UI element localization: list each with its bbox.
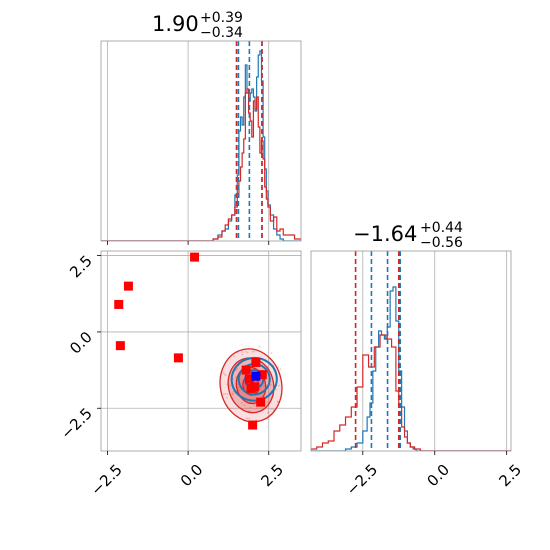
scatter-panel: −2.5 0.0 2.5 2.5 0.0 −2.5 [57, 250, 302, 499]
sample-point [251, 350, 254, 353]
panel-3-title-plus: +0.44 [420, 220, 463, 236]
panel-3-xtick-label-1: 0.0 [424, 461, 454, 491]
panel-2-xtick-label-1: 0.0 [177, 461, 207, 491]
sample-marker-4 [173, 353, 183, 363]
panel-3-title-value: −1.64 [353, 222, 417, 246]
sample-marker-2 [114, 299, 124, 309]
panel-3-xtick-label-2: 2.5 [495, 461, 525, 491]
panel-2-grid [101, 251, 301, 451]
panel-2-frame [100, 250, 302, 452]
sample-point [266, 401, 269, 404]
panel-2-ytick-label-0: 2.5 [66, 252, 96, 282]
sample-point [270, 352, 273, 355]
panel-2-xtick-label-0: −2.5 [87, 461, 125, 499]
panel-2-ytick-label-1: 0.0 [66, 328, 96, 358]
sample-point [245, 417, 248, 420]
sample-point [263, 385, 266, 388]
panel-2-ytick-label-2: −2.5 [57, 404, 95, 442]
sample-point [246, 351, 249, 354]
panel-1-title-value: 1.90 [152, 12, 199, 36]
sample-marker-6 [241, 365, 251, 375]
sample-point [249, 406, 252, 409]
panel-1-title: 1.90 +0.39 −0.34 [152, 10, 243, 41]
sample-point [222, 393, 225, 395]
sample-marker-5 [251, 357, 261, 367]
sample-point [279, 368, 282, 371]
sample-point [241, 353, 244, 356]
sample-marker-12 [248, 420, 258, 430]
sample-point [226, 393, 229, 396]
sample-point [225, 396, 228, 399]
true-value-marker [251, 371, 261, 381]
sample-point [223, 373, 226, 376]
panel-1-series-0 [101, 50, 301, 241]
sample-marker-3 [115, 341, 125, 351]
sample-point [231, 393, 234, 396]
sample-point [270, 408, 273, 410]
panel-1-title-plus: +0.39 [200, 10, 243, 26]
sample-point [240, 401, 243, 404]
sample-point [255, 407, 258, 410]
sample-point [278, 384, 280, 387]
sample-point [233, 355, 236, 358]
panel-3-frame [310, 250, 512, 452]
sample-marker-7 [257, 370, 267, 380]
panel-3-series-1 [311, 334, 511, 451]
histogram-panel-2: −2.5 0.0 2.5 [310, 250, 525, 499]
sample-point [253, 404, 256, 407]
sample-point [228, 384, 231, 387]
histogram-panel-1 [100, 40, 302, 245]
sample-marker-10 [249, 382, 259, 392]
panel-1-frame [100, 40, 302, 242]
sample-point [253, 350, 255, 353]
sample-point [244, 350, 247, 353]
sample-marker-1 [123, 281, 133, 291]
panel-1-title-minus: −0.34 [200, 25, 243, 41]
panel-3-grid [362, 251, 508, 451]
sample-point [237, 386, 239, 389]
sample-point [236, 367, 239, 370]
sample-point [224, 393, 227, 395]
sample-point [232, 391, 235, 393]
sample-point [248, 417, 251, 420]
sample-point [232, 378, 235, 381]
sample-point [243, 404, 246, 407]
sample-point [269, 383, 272, 386]
panel-3-xtick-label-0: −2.5 [343, 461, 381, 499]
panel-1-grid [107, 41, 270, 241]
sample-point [266, 411, 269, 414]
sample-point [222, 371, 225, 374]
panel-2-xtick-label-2: 2.5 [258, 461, 288, 491]
sample-point [258, 345, 261, 348]
panel-3-title-minus: −0.56 [420, 235, 463, 251]
sample-marker-11 [256, 397, 266, 407]
panel-1-series-1 [101, 88, 301, 241]
panel-3-series-0 [311, 286, 511, 451]
panel-3-title: −1.64 +0.44 −0.56 [353, 220, 463, 251]
sample-point [276, 400, 279, 403]
sample-point [234, 376, 237, 379]
sample-point [255, 419, 258, 421]
sample-point [274, 388, 277, 391]
sample-marker-8 [244, 374, 254, 384]
sample-point [272, 408, 275, 411]
sample-marker-0 [190, 252, 200, 262]
sample-point [241, 351, 244, 354]
sample-point [237, 389, 240, 392]
